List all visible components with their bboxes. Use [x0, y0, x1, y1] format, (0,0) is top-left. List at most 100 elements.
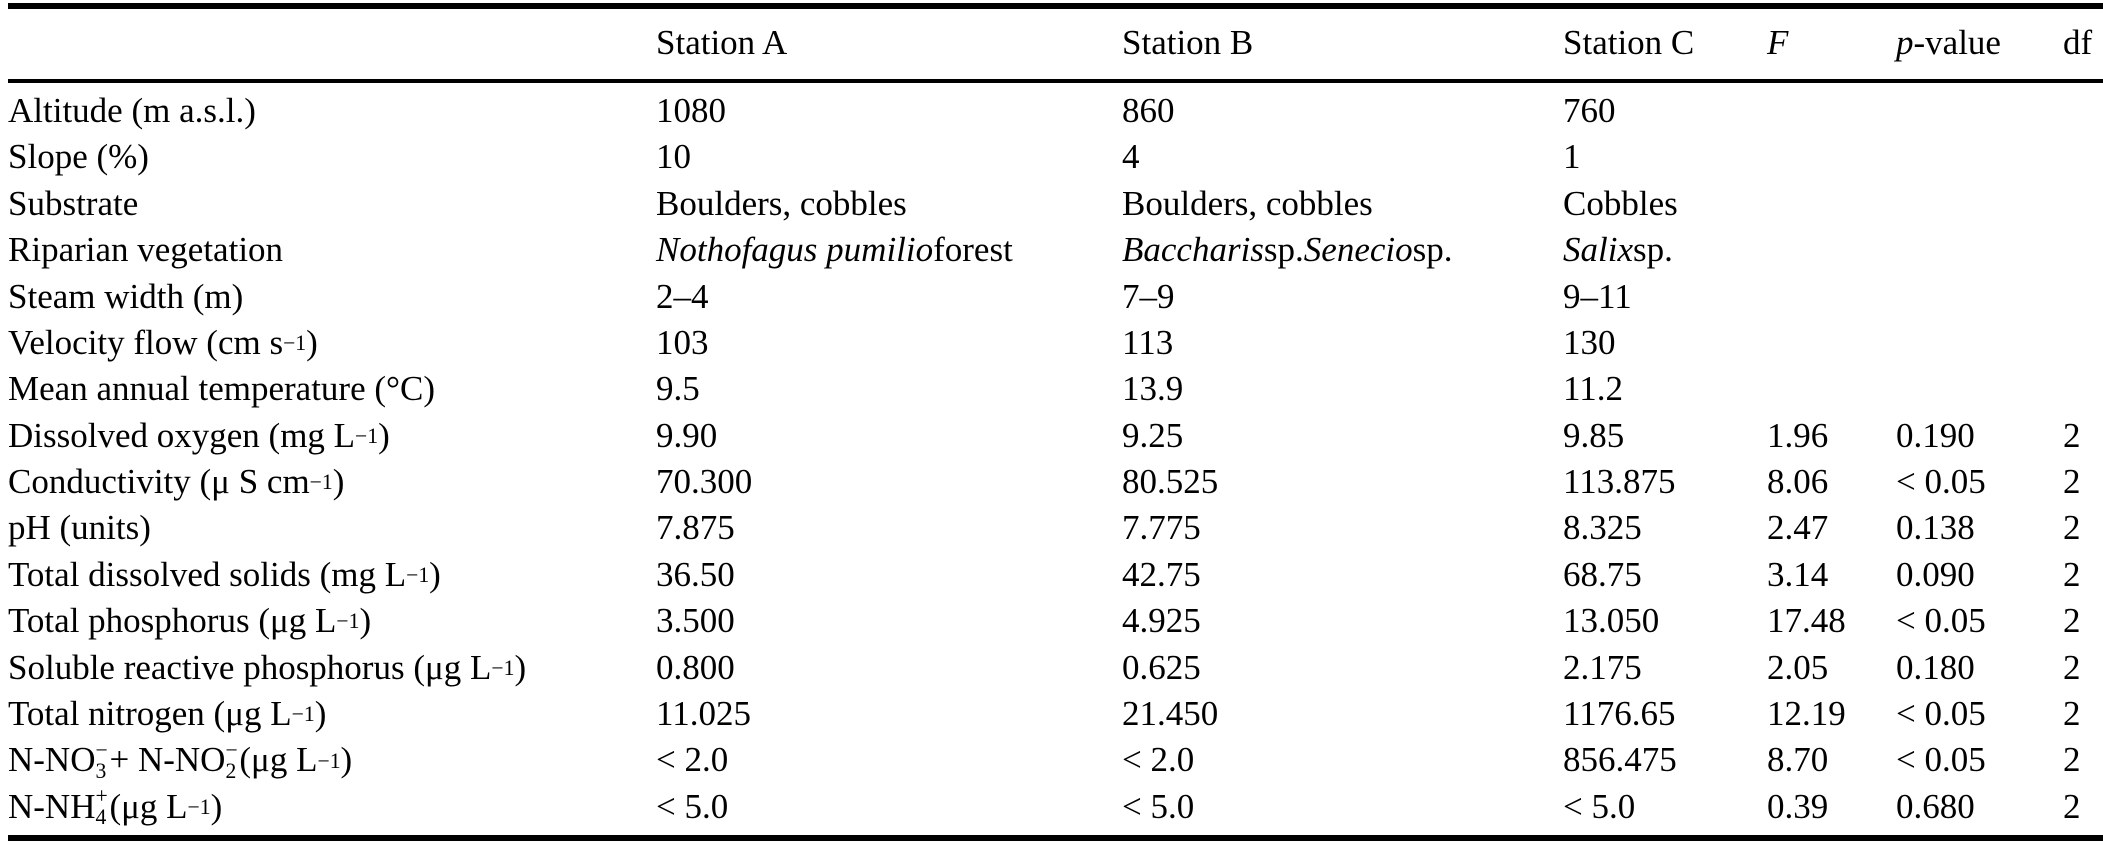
p-value-cell [1896, 320, 2063, 366]
table-rule-top [8, 3, 2103, 9]
p-value-cell: < 0.05 [1896, 740, 1986, 780]
station-c-value-cell: < 5.0 [1563, 786, 1636, 826]
station-a-value-cell: Nothofagus pumilio forest [656, 230, 1013, 270]
station-b-value-cell: 13.9 [1122, 369, 1184, 409]
station-b-value-cell: 0.625 [1122, 647, 1201, 687]
f-statistic-cell: 2.05 [1767, 647, 1829, 687]
df-cell: 2 [2063, 740, 2081, 780]
row-label-cell: Total nitrogen (μg L −1) [8, 694, 327, 734]
station-a-value-cell: 9.5 [656, 369, 700, 409]
station-b-value-cell: 860 [1122, 90, 1175, 130]
p-value-cell [1896, 274, 2063, 320]
p-value-cell [1896, 88, 2063, 134]
df-cell [2063, 181, 2103, 227]
station-a-value-cell: 103 [656, 322, 709, 362]
f-statistic-cell: 2.47 [1767, 508, 1829, 548]
station-a-value-cell: 0.800 [656, 647, 735, 687]
row-label-cell: Mean annual temperature (°C) [8, 369, 436, 409]
station-c-value-cell: 130 [1563, 322, 1616, 362]
p-value-cell: < 0.05 [1896, 601, 1986, 641]
table-rule-bottom [8, 835, 2103, 841]
station-b-value-cell: Baccharis sp. Senecio sp. [1122, 230, 1453, 270]
row-label-cell: Conductivity (μ S cm −1) [8, 462, 345, 502]
station-b-value-cell: Boulders, cobbles [1122, 183, 1373, 223]
df-cell: 2 [2063, 601, 2081, 641]
table-body: Altitude (m a.s.l.) 1080 860 760 Slope (%) 10… [8, 88, 2103, 830]
table-header-row: Station A Station B Station C F p -value … [8, 9, 2103, 77]
header-station-a: Station A [656, 22, 788, 62]
row-label-cell: Altitude (m a.s.l.) [8, 90, 256, 130]
table-rule-header-bottom [8, 79, 2103, 83]
p-value-cell: < 0.05 [1896, 694, 1986, 734]
station-c-value-cell: Salix sp. [1563, 230, 1673, 270]
header-station-c: Station C [1563, 22, 1695, 62]
station-b-value-cell: 7–9 [1122, 276, 1175, 316]
row-label-cell: Soluble reactive phosphorus (μg L −1) [8, 647, 527, 687]
station-b-value-cell: 21.450 [1122, 694, 1219, 734]
header-parameter-column [8, 9, 656, 77]
f-statistic-cell: 8.06 [1767, 462, 1829, 502]
row-label-cell: Steam width (m) [8, 276, 244, 316]
station-c-value-cell: 1 [1563, 137, 1581, 177]
header-p-value: p -value [1896, 22, 2001, 62]
station-c-value-cell: 8.325 [1563, 508, 1642, 548]
row-label-cell: Dissolved oxygen (mg L −1) [8, 415, 390, 455]
row-label-cell: N-NO −3 + N-NO −2 (μg L −1) [8, 738, 353, 783]
df-cell: 2 [2063, 462, 2081, 502]
df-cell [2063, 320, 2103, 366]
station-c-value-cell: 2.175 [1563, 647, 1642, 687]
station-c-value-cell: 11.2 [1563, 369, 1623, 409]
f-statistic-cell [1767, 320, 1896, 366]
df-cell: 2 [2063, 554, 2081, 594]
station-a-value-cell: 7.875 [656, 508, 735, 548]
station-c-value-cell: 9.85 [1563, 415, 1625, 455]
f-statistic-cell [1767, 88, 1896, 134]
f-statistic-cell [1767, 181, 1896, 227]
row-label-cell: Substrate [8, 183, 139, 223]
station-a-value-cell: 3.500 [656, 601, 735, 641]
row-label-cell: Riparian vegetation [8, 230, 284, 270]
station-c-value-cell: Cobbles [1563, 183, 1678, 223]
station-c-value-cell: 1176.65 [1563, 694, 1676, 734]
f-statistic-cell: 0.39 [1767, 786, 1829, 826]
p-value-cell: 0.680 [1896, 786, 1975, 826]
df-cell [2063, 134, 2103, 180]
station-c-value-cell: 113.875 [1563, 462, 1676, 502]
f-statistic-cell: 17.48 [1767, 601, 1846, 641]
p-value-cell [1896, 181, 2063, 227]
header-f-statistic: F [1767, 22, 1789, 62]
f-statistic-cell: 3.14 [1767, 554, 1829, 594]
p-value-cell [1896, 134, 2063, 180]
station-a-value-cell: 11.025 [656, 694, 751, 734]
p-value-cell: 0.190 [1896, 415, 1975, 455]
station-a-value-cell: 1080 [656, 90, 726, 130]
df-cell: 2 [2063, 508, 2081, 548]
station-c-value-cell: 13.050 [1563, 601, 1660, 641]
df-cell [2063, 366, 2103, 412]
station-b-value-cell: < 5.0 [1122, 786, 1195, 826]
df-cell: 2 [2063, 647, 2081, 687]
p-value-cell: 0.180 [1896, 647, 1975, 687]
station-c-value-cell: 760 [1563, 90, 1616, 130]
station-a-value-cell: 9.90 [656, 415, 718, 455]
row-label-cell: N-NH +4 (μg L −1) [8, 784, 223, 830]
station-b-value-cell: < 2.0 [1122, 740, 1195, 780]
f-statistic-cell [1767, 274, 1896, 320]
f-statistic-cell: 8.70 [1767, 740, 1829, 780]
p-value-cell: 0.138 [1896, 508, 1975, 548]
station-c-value-cell: 856.475 [1563, 740, 1677, 780]
f-statistic-cell [1767, 227, 1896, 273]
station-a-value-cell: < 5.0 [656, 786, 729, 826]
station-b-value-cell: 4.925 [1122, 601, 1201, 641]
f-statistic-cell: 12.19 [1767, 694, 1846, 734]
station-b-value-cell: 7.775 [1122, 508, 1201, 548]
station-c-value-cell: 9–11 [1563, 276, 1632, 316]
df-cell: 2 [2063, 786, 2081, 826]
df-cell: 2 [2063, 415, 2081, 455]
station-a-value-cell: 36.50 [656, 554, 735, 594]
station-c-value-cell: 68.75 [1563, 554, 1642, 594]
df-cell: 2 [2063, 694, 2081, 734]
header-df: df [2063, 22, 2093, 62]
df-cell [2063, 227, 2103, 273]
